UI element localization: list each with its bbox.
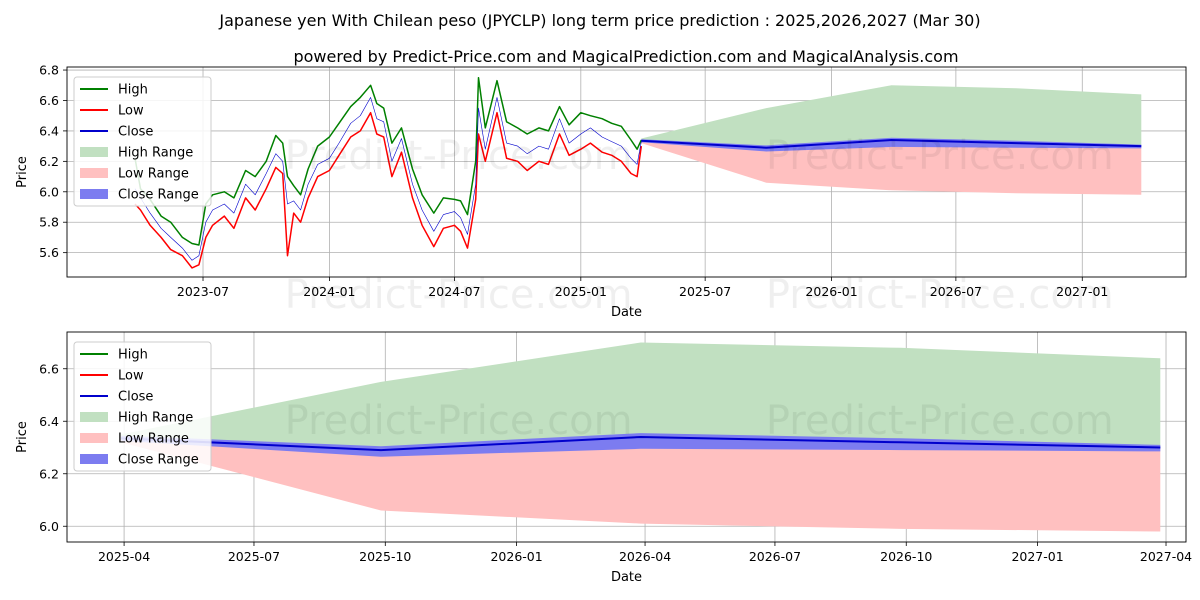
y-tick-label: 6.4 xyxy=(39,123,59,138)
legend-box xyxy=(73,341,212,472)
close-history-line xyxy=(134,97,642,261)
x-tick-label: 2026-10 xyxy=(880,549,932,564)
y-tick-label: 5.8 xyxy=(39,215,59,230)
x-tick-label: 2027-01 xyxy=(1056,284,1108,299)
y-tick-label: 6.0 xyxy=(39,519,59,534)
legend-patch-swatch xyxy=(80,147,108,157)
plot-area xyxy=(134,76,1142,269)
legend-entry-label: Low xyxy=(118,369,144,384)
x-tick-label: 2024-07 xyxy=(428,284,480,299)
x-tick-label: 2026-01 xyxy=(805,284,857,299)
watermark-text: Predict-Price.com xyxy=(766,133,1114,179)
y-tick-label: 6.6 xyxy=(39,361,59,376)
x-axis-label: Date xyxy=(611,305,642,320)
legend-patch-swatch xyxy=(80,454,108,464)
x-tick-label: 2025-07 xyxy=(228,549,280,564)
legend-entry-label: Low xyxy=(118,104,144,119)
x-tick-label: 2026-07 xyxy=(930,284,982,299)
legend: High Low Close High Range Low Range Close Ran… xyxy=(73,76,212,207)
low-series-line xyxy=(134,111,643,269)
close-forecast-line xyxy=(641,139,1142,149)
x-tick-label: 2026-07 xyxy=(749,549,801,564)
close-forecast-line xyxy=(121,436,1161,452)
x-tick-label: 2023-07 xyxy=(177,284,229,299)
high-series-line xyxy=(134,76,642,246)
high-range-band xyxy=(121,342,1161,451)
legend: High Low Close High Range Low Range Close Ran… xyxy=(73,341,212,472)
y-tick-label: 5.6 xyxy=(39,245,59,260)
y-tick-label: 6.6 xyxy=(39,93,59,108)
watermark-text: Predict-Price.com xyxy=(766,398,1114,444)
legend-patch-swatch xyxy=(80,412,108,422)
y-tick-label: 6.8 xyxy=(39,63,59,78)
watermark-text: Predict-Price.com xyxy=(285,398,633,444)
x-tick-label: 2027-04 xyxy=(1140,549,1192,564)
x-tick-label: 2027-01 xyxy=(1011,549,1063,564)
x-tick-label: 2025-10 xyxy=(359,549,411,564)
watermark-text: Predict-Price.com xyxy=(285,272,633,318)
legend-entry-label: High Range xyxy=(118,411,193,426)
x-tick-label: 2025-04 xyxy=(98,549,150,564)
x-tick-label: 2025-01 xyxy=(555,284,607,299)
chart-title: Japanese yen With Chilean peso (JPYCLP) … xyxy=(218,11,980,30)
y-tick-label: 6.2 xyxy=(39,466,59,481)
y-tick-label: 6.0 xyxy=(39,184,59,199)
legend-patch-swatch xyxy=(80,189,108,199)
x-axis-label: Date xyxy=(611,570,642,585)
y-axis-label: Price xyxy=(15,421,30,453)
x-tick-label: 2026-01 xyxy=(490,549,542,564)
x-tick-label: 2025-07 xyxy=(679,284,731,299)
watermark-text: Predict-Price.com xyxy=(766,272,1114,318)
high-range-band xyxy=(641,85,1142,148)
chart-subtitle: powered by Predict-Price.com and Magical… xyxy=(293,47,958,66)
legend-entry-label: Close Range xyxy=(118,453,199,468)
y-axis-label: Price xyxy=(15,156,30,188)
x-tick-label: 2024-01 xyxy=(303,284,355,299)
low-range-band xyxy=(121,437,1161,532)
plot-frame xyxy=(66,66,1187,278)
y-tick-label: 6.4 xyxy=(39,414,59,429)
legend-entry-label: High Range xyxy=(118,146,193,161)
legend-entry-label: Low Range xyxy=(118,432,189,447)
y-tick-label: 6.2 xyxy=(39,154,59,169)
plot-area xyxy=(121,342,1161,532)
plot-frame xyxy=(66,331,1187,543)
x-tick-label: 2026-04 xyxy=(619,549,671,564)
legend-entry-label: High xyxy=(118,83,148,98)
legend-entry-label: Close xyxy=(118,125,153,140)
legend-entry-label: Close Range xyxy=(118,188,199,203)
legend-patch-swatch xyxy=(80,433,108,443)
legend-patch-swatch xyxy=(80,168,108,178)
watermark-text: Predict-Price.com xyxy=(285,133,633,179)
legend-box xyxy=(73,76,212,207)
legend-entry-label: Low Range xyxy=(118,167,189,182)
legend-entry-label: High xyxy=(118,348,148,363)
legend-entry-label: Close xyxy=(118,390,153,405)
low-range-band xyxy=(641,140,1142,195)
